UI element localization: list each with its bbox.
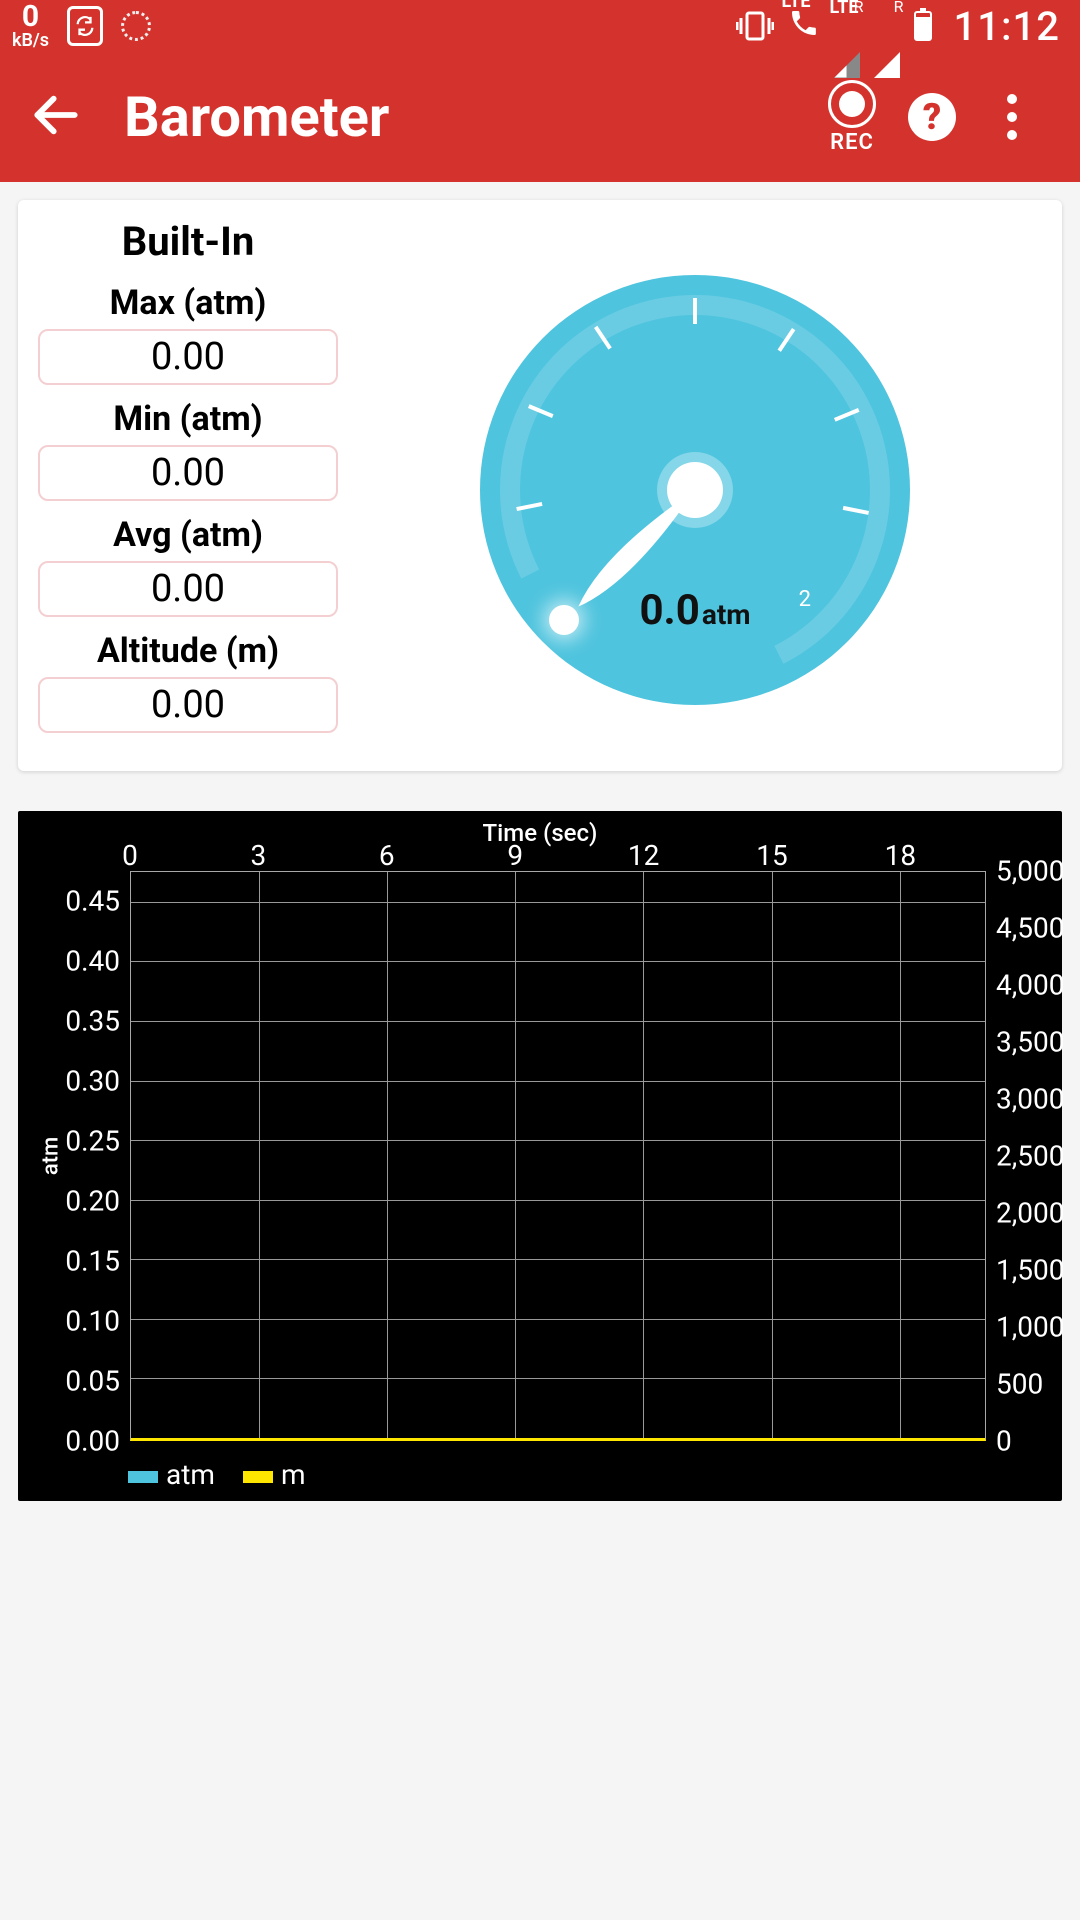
more-icon [1007,94,1017,140]
phone-icon: LTE [788,7,820,46]
chart-gridline-v [515,872,516,1438]
content: Built-In Max (atm) 0.00 Min (atm) 0.00 A… [0,182,1080,1519]
legend-swatch [243,1471,273,1483]
chart-gridline-h [131,1140,985,1141]
page-title: Barometer [124,84,812,150]
chart-x-tick: 3 [251,839,267,872]
chart-gridline-h [131,1081,985,1082]
alt-value[interactable]: 0.00 [38,677,338,733]
gauge-container: 0.0atm 2 [348,212,1042,747]
chart-y-left-tick: 0.00 [60,1425,120,1458]
chart-plot [130,871,986,1441]
chart-y-left-tick: 0.05 [60,1365,120,1398]
record-button[interactable]: REC [812,80,892,155]
chart-gridline-h [131,1319,985,1320]
chart-gridline-h [131,902,985,903]
chart-y-right-tick: 1,500 [996,1254,1064,1287]
chart-y-left-tick: 0.45 [60,885,120,918]
gauge-reading: 0.0atm [480,586,910,635]
min-label: Min (atm) [38,399,338,439]
chart-y-right-tick: 3,500 [996,1026,1064,1059]
gauge-scale-end: 2 [799,587,811,612]
max-value[interactable]: 0.00 [38,329,338,385]
gauge-unit: atm [702,598,751,631]
chart-y-right-tick: 2,500 [996,1140,1064,1173]
chart-y-right-tick: 2,000 [996,1197,1064,1230]
chart-gridline-h [131,1200,985,1201]
chart-gridline-h [131,1259,985,1260]
sensor-source-label: Built-In [38,218,338,265]
chart-x-tick: 0 [122,839,138,872]
avg-value[interactable]: 0.00 [38,561,338,617]
min-value[interactable]: 0.00 [38,445,338,501]
chart-x-tick: 15 [756,839,787,872]
sync-icon [67,6,103,46]
app-bar: Barometer REC ? [0,52,1080,182]
more-button[interactable] [972,94,1052,140]
chart-gridline-v [900,872,901,1438]
legend-item: atm [128,1458,215,1491]
chart-y-right-tick: 500 [996,1368,1043,1401]
chart-y-right-tick: 4,500 [996,912,1064,945]
chart-y-right-tick: 0 [996,1425,1012,1458]
chart-x-tick: 6 [379,839,395,872]
legend-label: atm [166,1458,215,1491]
status-left: 0 kB/s [12,2,151,50]
chart-gridline-v [387,872,388,1438]
chart-gridline-h [131,1378,985,1379]
chart-y-right-tick: 1,000 [996,1311,1064,1344]
chart-y-left-tick: 0.25 [60,1125,120,1158]
gauge-tick [693,298,697,324]
gauge-value: 0.0 [639,586,699,635]
battery-icon [914,11,932,41]
sensor-card: Built-In Max (atm) 0.00 Min (atm) 0.00 A… [18,200,1062,771]
chart-y-right-tick: 4,000 [996,969,1064,1002]
chart-y-right-tick: 5,000 [996,855,1064,888]
chart-x-tick: 18 [885,839,916,872]
avg-label: Avg (atm) [38,515,338,555]
help-icon: ? [908,93,956,141]
status-right: LTE LTE R R 11:12 [736,1,1060,52]
signal-1: LTE R [834,1,860,52]
data-rate-indicator: 0 kB/s [12,2,49,50]
legend-label: m [281,1458,306,1491]
chart-card[interactable]: Time (sec) atm 03691215180.000.050.100.1… [18,811,1062,1501]
chart-y-left-tick: 0.35 [60,1005,120,1038]
chart-gridline-v [643,872,644,1438]
signal-2: R [874,1,900,52]
chart-x-tick: 9 [507,839,523,872]
chart-gridline-v [772,872,773,1438]
chart-y-left-tick: 0.40 [60,945,120,978]
data-rate-unit: kB/s [12,32,49,50]
clock: 11:12 [954,3,1060,50]
chart-x-tick: 12 [628,839,659,872]
help-button[interactable]: ? [892,93,972,141]
chart-plot-area: 03691215180.000.050.100.150.200.250.300.… [130,871,986,1441]
record-icon [828,80,876,128]
chart-y-left-tick: 0.10 [60,1304,120,1337]
legend-item: m [243,1458,306,1491]
pressure-gauge: 0.0atm 2 [480,275,910,705]
chart-gridline-h [131,961,985,962]
max-label: Max (atm) [38,283,338,323]
chart-y-left-tick: 0.15 [60,1245,120,1278]
chart-gridline-h [131,1021,985,1022]
gauge-hub [667,462,723,518]
chart-legend: atm m [128,1458,306,1491]
back-button[interactable] [28,87,84,147]
vibrate-icon [736,9,774,43]
status-bar: 0 kB/s LTE LTE R R 11:12 [0,0,1080,52]
loading-icon [121,11,151,41]
alt-label: Altitude (m) [38,631,338,671]
chart-y-left-tick: 0.20 [60,1185,120,1218]
chart-y-left-tick: 0.30 [60,1065,120,1098]
chart-y-right-tick: 3,000 [996,1083,1064,1116]
record-label: REC [830,130,874,155]
sensor-stats: Built-In Max (atm) 0.00 Min (atm) 0.00 A… [38,212,338,747]
legend-swatch [128,1471,158,1483]
data-rate-value: 0 [12,2,49,32]
chart-gridline-v [259,872,260,1438]
